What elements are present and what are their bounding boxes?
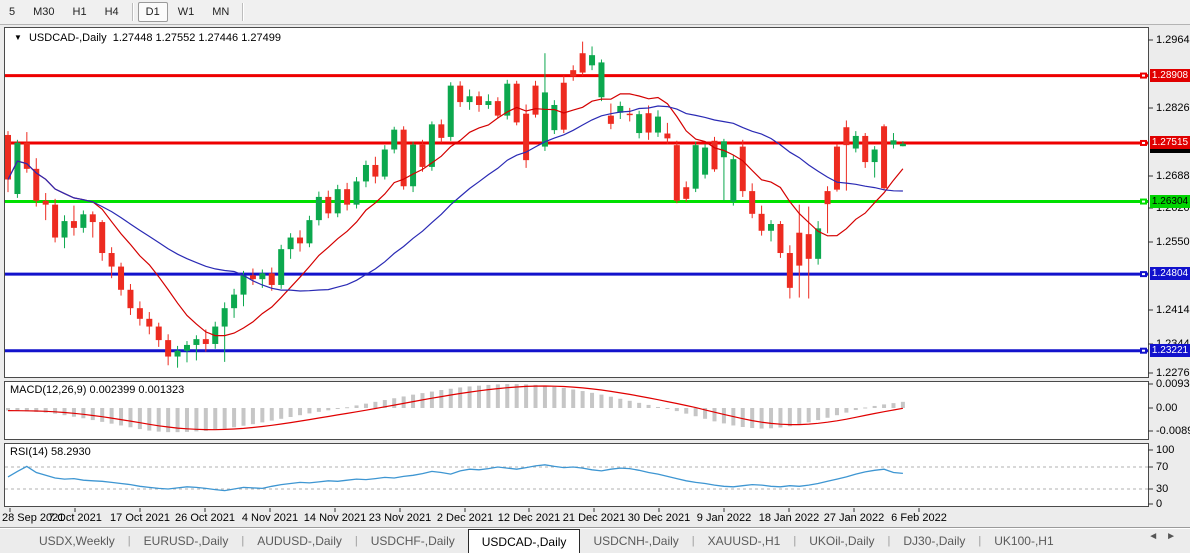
date-axis-label: 26 Oct 2021 [175, 512, 235, 524]
legend-ohlc: 1.27448 1.27552 1.27446 1.27499 [112, 32, 281, 44]
date-axis-label: 30 Dec 2021 [627, 512, 691, 524]
date-axis-label: 18 Jan 2022 [758, 512, 820, 524]
symbol-tab-bar: USDX,Weekly | EURUSD-,Daily | AUDUSD-,Daily |… [0, 527, 1190, 553]
date-axis-label: 4 Nov 2021 [241, 512, 299, 524]
date-axis-label: 9 Jan 2022 [696, 512, 752, 524]
macd-tick-label: 0.009345 [1156, 378, 1190, 390]
tab-eurusd-daily[interactable]: EURUSD-,Daily [143, 533, 229, 548]
date-axis: 28 Sep 2021 7 Oct 2021 17 Oct 2021 26 Oct 2… [0, 508, 1190, 527]
date-axis-label: 21 Dec 2021 [562, 512, 626, 524]
chart-legend: ▼ USDCAD-,Daily 1.27448 1.27552 1.27446 … [14, 32, 281, 44]
tab-scroll-left-icon[interactable]: ◄ [1148, 531, 1167, 542]
tab-xauusd-h1[interactable]: XAUUSD-,H1 [707, 533, 781, 548]
timeframe-button-h4[interactable]: H4 [104, 6, 119, 18]
tab-scroll-right-icon[interactable]: ► [1166, 531, 1184, 542]
date-axis-label: 2 Dec 2021 [436, 512, 494, 524]
date-axis-label: 14 Nov 2021 [303, 512, 367, 524]
price-tick-label: 1.24140 [1156, 304, 1190, 316]
tab-audusd-daily[interactable]: AUDUSD-,Daily [257, 533, 342, 548]
timeframe-button-mn[interactable]: MN [212, 6, 230, 18]
date-axis-label: 6 Feb 2022 [891, 512, 947, 524]
price-tick-label: 1.28260 [1156, 102, 1190, 114]
rsi-tick-label: 70 [1156, 461, 1169, 473]
date-axis-label: 17 Oct 2021 [110, 512, 170, 524]
toolbar-separator [131, 3, 133, 21]
legend-symbol: USDCAD-,Daily [28, 32, 107, 44]
tab-uk100-h1[interactable]: UK100-,H1 [994, 533, 1054, 548]
tab-separator: | [127, 534, 131, 547]
collapse-triangle-icon[interactable]: ▼ [14, 33, 22, 42]
macd-tick-label: -0.00890 [1156, 425, 1190, 437]
tab-dj30-daily[interactable]: DJ30-,Daily [903, 533, 966, 548]
tab-separator: | [793, 534, 797, 547]
date-axis-label: 28 Sep 2021 [2, 512, 65, 524]
macd-indicator-label: MACD(12,26,9) 0.002399 0.001323 [10, 384, 185, 396]
tab-usdcad-daily[interactable]: USDCAD-,Daily [467, 529, 581, 553]
price-tick-label: 1.25500 [1156, 236, 1190, 248]
timeframe-button-m30[interactable]: M30 [33, 6, 55, 18]
tab-ukoil-daily[interactable]: UKOil-,Daily [809, 533, 875, 548]
price-tick-label: 1.29640 [1156, 34, 1190, 46]
tab-separator: | [241, 534, 245, 547]
rsi-tick-label: 0 [1156, 498, 1163, 510]
timeframe-button-5[interactable]: 5 [9, 6, 16, 18]
level-price-badge: 1.26304 [1150, 194, 1190, 208]
timeframe-toolbar: 5 M30 H1 H4 D1 W1 MN [0, 0, 1190, 25]
rsi-indicator-label: RSI(14) 58.2930 [10, 446, 91, 458]
tab-separator: | [978, 534, 982, 547]
toolbar-separator [242, 3, 244, 21]
rsi-tick-label: 100 [1156, 444, 1175, 456]
level-price-badge: 1.28908 [1150, 68, 1190, 82]
tab-usdx-weekly[interactable]: USDX,Weekly [39, 533, 115, 548]
price-tick-label: 1.26880 [1156, 170, 1190, 182]
timeframe-button-h1[interactable]: H1 [72, 6, 87, 18]
tab-separator: | [354, 534, 358, 547]
date-axis-label: 27 Jan 2022 [823, 512, 885, 524]
rsi-panel[interactable] [4, 443, 1149, 507]
tab-scroll-arrows[interactable]: ◄► [1148, 531, 1184, 542]
level-price-badge: 1.24804 [1150, 267, 1190, 281]
tab-separator: | [691, 534, 695, 547]
timeframe-button-w1[interactable]: W1 [177, 6, 195, 18]
macd-tick-label: 0.00 [1156, 402, 1178, 414]
tab-usdcnh-daily[interactable]: USDCNH-,Daily [593, 533, 679, 548]
level-price-badge: 1.27515 [1150, 135, 1190, 149]
date-axis-label: 12 Dec 2021 [497, 512, 561, 524]
tab-usdchf-daily[interactable]: USDCHF-,Daily [370, 533, 455, 548]
level-price-badge: 1.23221 [1150, 343, 1190, 357]
tab-separator: | [887, 534, 891, 547]
date-axis-label: 23 Nov 2021 [368, 512, 432, 524]
timeframe-button-d1[interactable]: D1 [137, 2, 168, 22]
rsi-tick-label: 30 [1156, 483, 1169, 495]
date-axis-label: 7 Oct 2021 [48, 512, 102, 524]
